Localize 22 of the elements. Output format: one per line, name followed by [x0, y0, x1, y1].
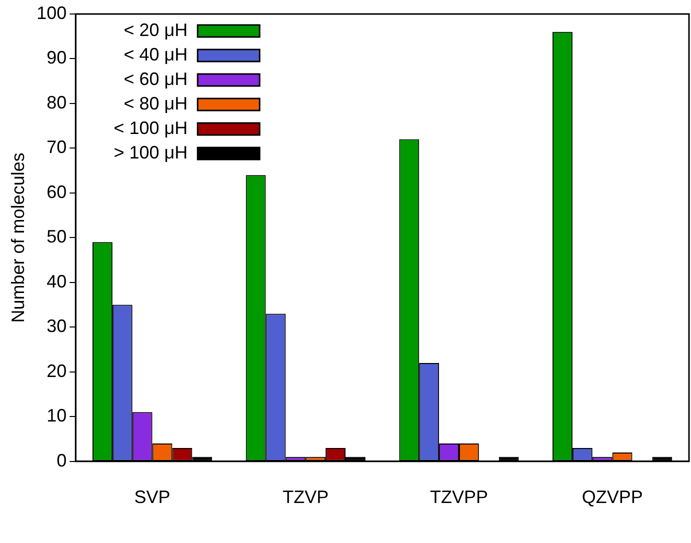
y-tick-label: 20: [46, 360, 67, 381]
x-tick-label: TZVP: [282, 487, 329, 508]
x-tick-label: TZVPP: [430, 487, 488, 508]
y-tick-label: 70: [46, 137, 67, 158]
y-tick-label: 10: [46, 406, 67, 426]
y-tick-label: 100: [36, 2, 67, 23]
legend-label: < 60 μH: [124, 68, 188, 89]
legend-label: < 80 μH: [124, 93, 188, 114]
legend-label: > 100 μH: [114, 142, 188, 162]
y-axis-title: Number of molecules: [8, 152, 28, 323]
y-tick-label: 50: [46, 226, 67, 247]
y-tick-label: 60: [46, 182, 67, 202]
y-tick-label: 30: [46, 316, 67, 336]
legend-label: < 40 μH: [124, 44, 188, 64]
y-tick-label: 90: [46, 48, 67, 68]
x-tick-label: QZVPP: [582, 487, 643, 508]
legend-label: < 20 μH: [124, 20, 188, 40]
y-tick-label: 40: [46, 271, 67, 292]
legend-label: < 100 μH: [114, 118, 188, 138]
y-tick-label: 80: [46, 92, 67, 112]
y-tick-label: 0: [56, 450, 67, 470]
x-tick-label: SVP: [134, 487, 170, 508]
